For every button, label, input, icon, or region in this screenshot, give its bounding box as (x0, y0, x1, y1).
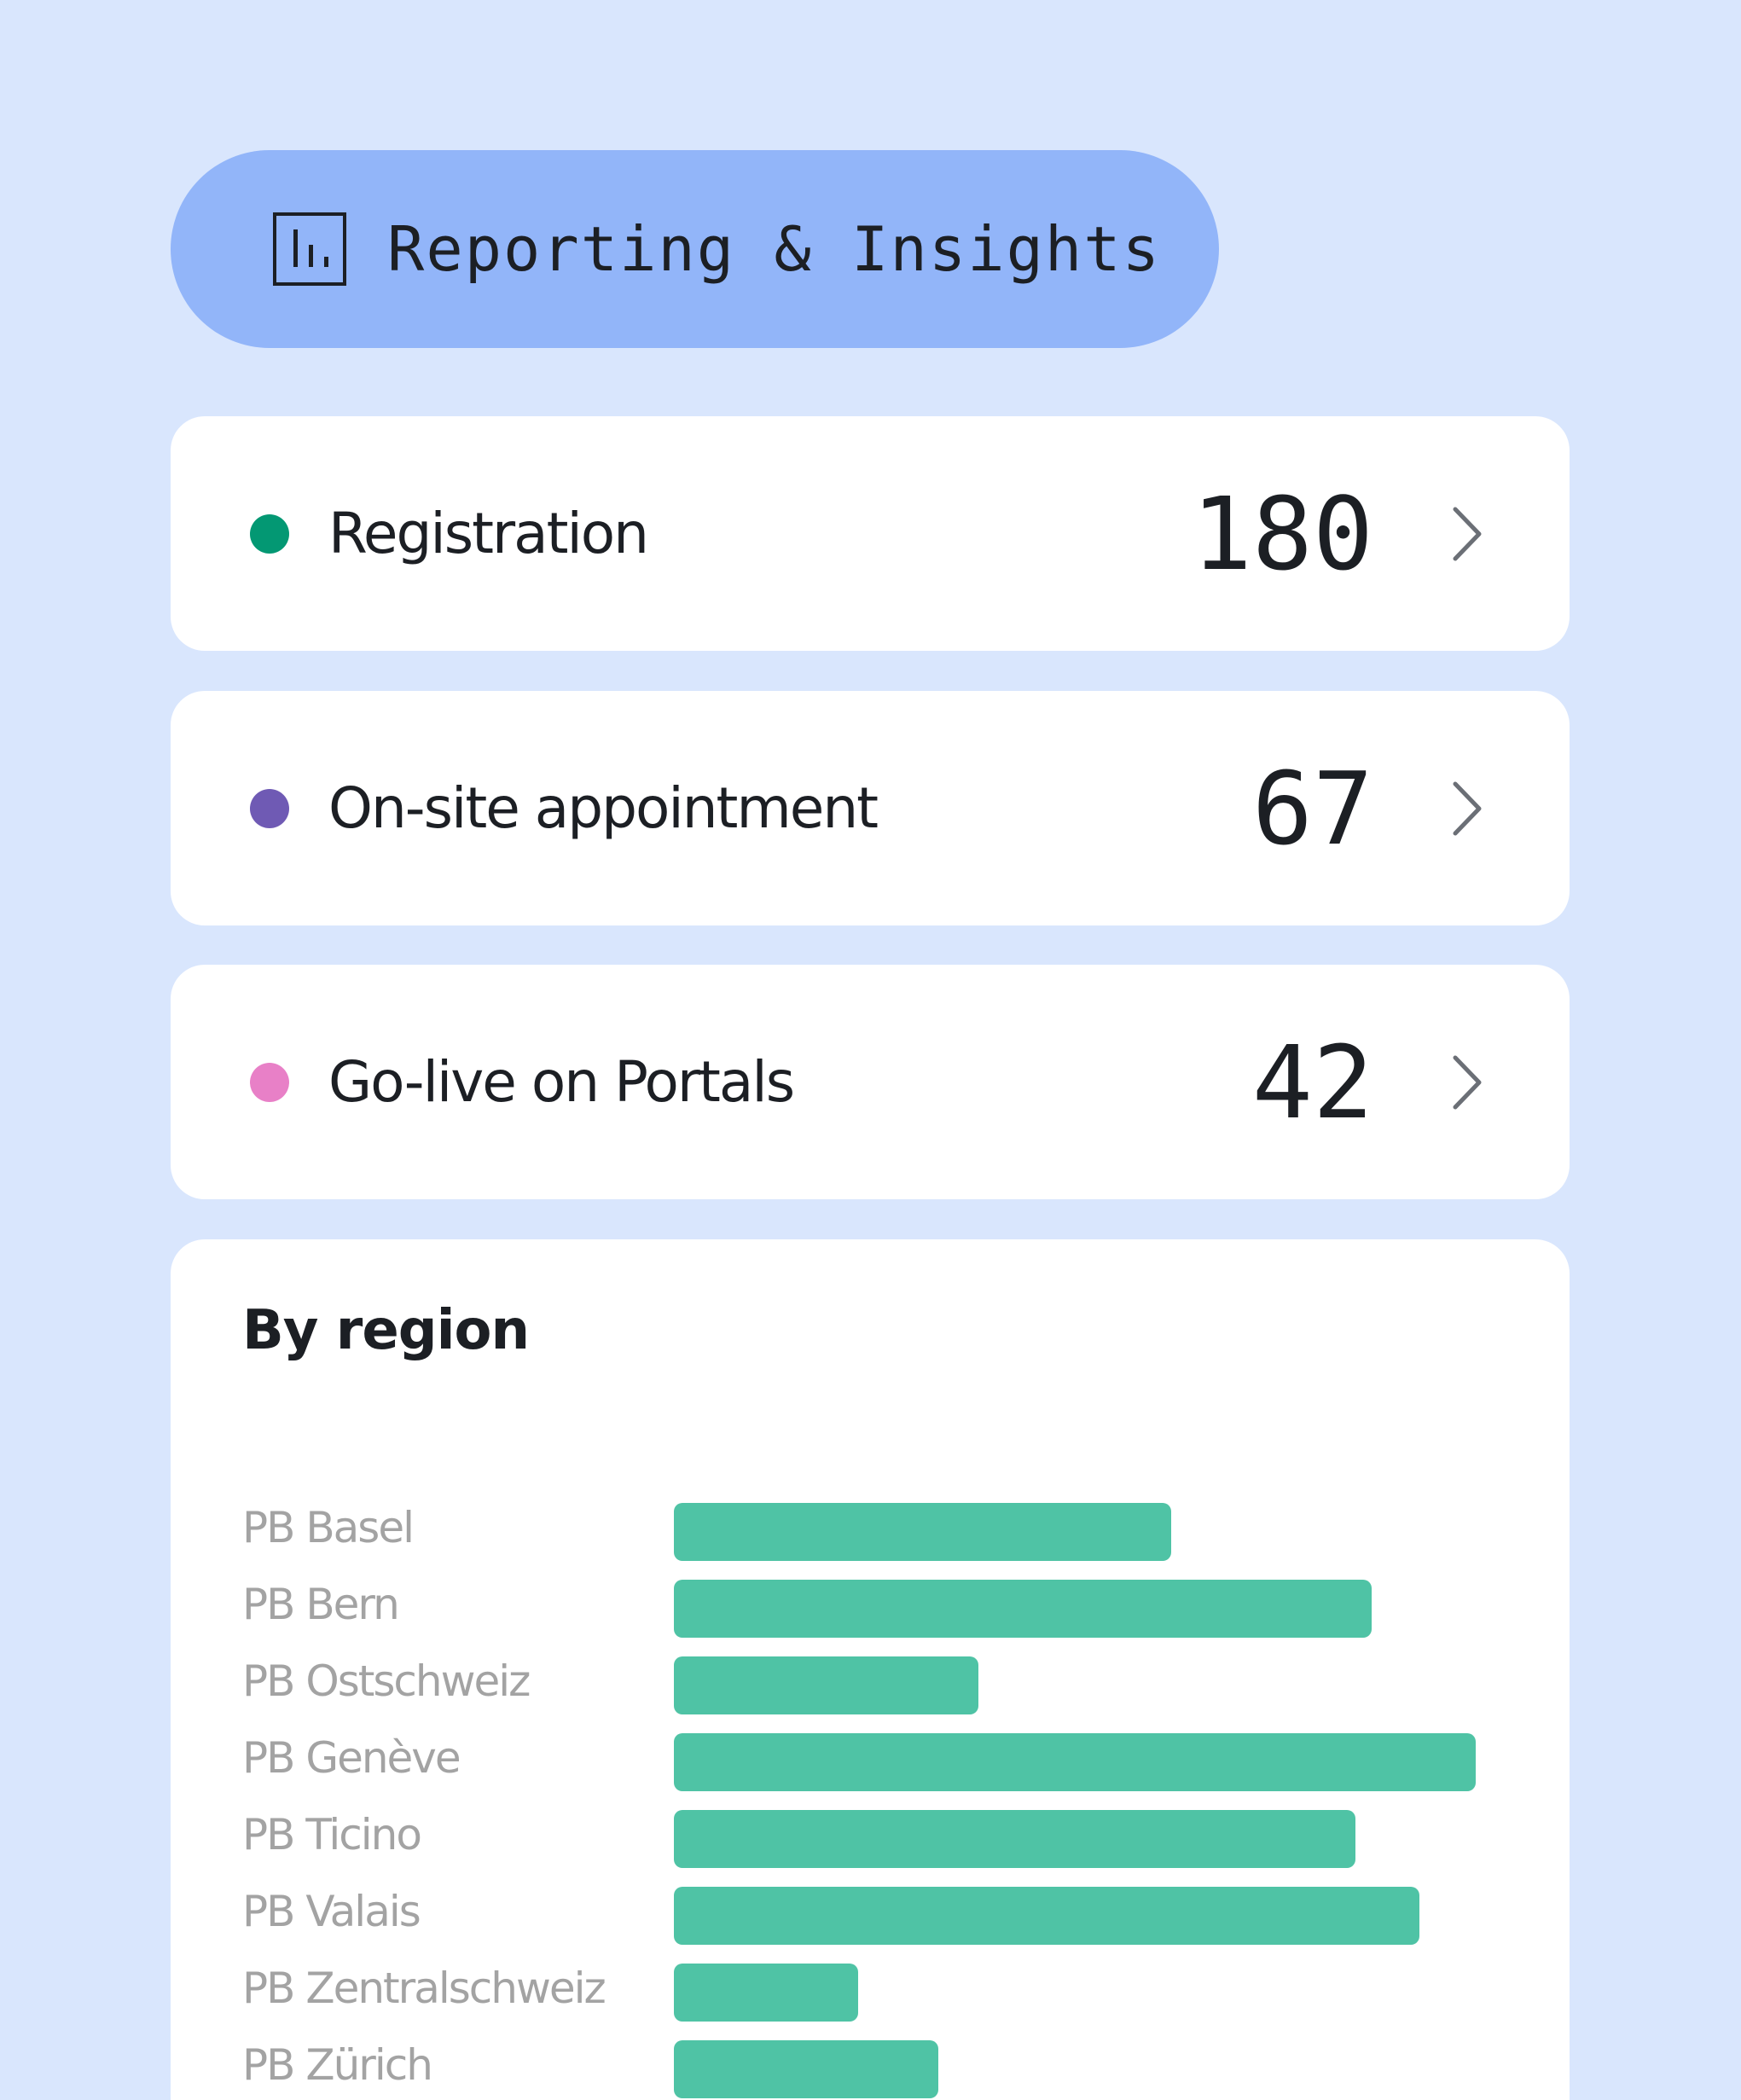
region-row: PB Ostschweiz (242, 1653, 1522, 1714)
region-label: PB Genève (242, 1733, 461, 1783)
bar-chart-icon (273, 212, 346, 286)
region-bar (674, 1810, 1355, 1868)
region-title: By region (242, 1299, 530, 1362)
chevron-right-icon[interactable] (1450, 1053, 1484, 1112)
region-label: PB Bern (242, 1580, 400, 1629)
region-bar (674, 2040, 938, 2098)
region-bar (674, 1887, 1419, 1945)
stat-value: 67 (1251, 749, 1373, 867)
section-header-pill: Reporting & Insights (171, 150, 1219, 348)
region-bar (674, 1580, 1372, 1638)
stat-card-go-live-on-portals[interactable]: Go-live on Portals 42 (171, 965, 1570, 1199)
stat-label: Registration (328, 501, 649, 566)
status-dot (250, 1062, 289, 1102)
stat-card-registration[interactable]: Registration 180 (171, 416, 1570, 651)
region-bar (674, 1656, 978, 1714)
stat-label: Go-live on Portals (328, 1049, 795, 1115)
status-dot (250, 513, 289, 554)
region-row: PB Zürich (242, 2037, 1522, 2098)
region-label: PB Valais (242, 1887, 421, 1936)
region-row: PB Basel (242, 1500, 1522, 1561)
region-bar (674, 1733, 1476, 1791)
status-dot (250, 788, 289, 828)
stat-card-on-site-appointment[interactable]: On-site appointment 67 (171, 691, 1570, 925)
region-label: PB Zürich (242, 2040, 433, 2090)
stat-label: On-site appointment (328, 775, 879, 841)
region-card: By region PB Basel PB Bern PB Ostschweiz PB… (171, 1239, 1570, 2100)
region-row: PB Bern (242, 1576, 1522, 1638)
region-row: PB Genève (242, 1730, 1522, 1791)
chevron-right-icon[interactable] (1450, 779, 1484, 838)
region-row: PB Ticino (242, 1807, 1522, 1868)
region-bar (674, 1964, 858, 2022)
region-label: PB Ostschweiz (242, 1656, 531, 1706)
region-row: PB Valais (242, 1883, 1522, 1945)
region-label: PB Basel (242, 1503, 415, 1552)
region-label: PB Ticino (242, 1810, 422, 1859)
page-title: Reporting & Insights (387, 213, 1161, 285)
stat-value: 42 (1251, 1023, 1373, 1141)
chevron-right-icon[interactable] (1450, 504, 1484, 564)
region-label: PB Zentralschweiz (242, 1964, 606, 2013)
region-bar (674, 1503, 1171, 1561)
region-row: PB Zentralschweiz (242, 1960, 1522, 2022)
stat-value: 180 (1191, 474, 1373, 593)
